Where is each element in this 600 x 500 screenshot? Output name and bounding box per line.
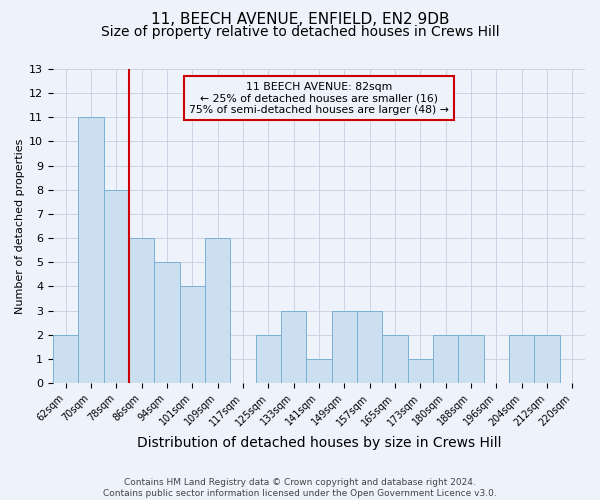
Bar [205,238,230,383]
Bar [433,334,458,383]
Bar [332,310,357,383]
Bar [281,310,307,383]
Bar [509,334,535,383]
Bar [104,190,129,383]
Y-axis label: Number of detached properties: Number of detached properties [15,138,25,314]
Bar [53,334,79,383]
Bar [307,359,332,383]
Text: Contains HM Land Registry data © Crown copyright and database right 2024.
Contai: Contains HM Land Registry data © Crown c… [103,478,497,498]
Text: 11 BEECH AVENUE: 82sqm
← 25% of detached houses are smaller (16)
75% of semi-det: 11 BEECH AVENUE: 82sqm ← 25% of detached… [189,82,449,115]
Bar [79,118,104,383]
Bar [458,334,484,383]
Bar [535,334,560,383]
Bar [129,238,154,383]
Bar [357,310,382,383]
Bar [407,359,433,383]
Text: Size of property relative to detached houses in Crews Hill: Size of property relative to detached ho… [101,25,499,39]
X-axis label: Distribution of detached houses by size in Crews Hill: Distribution of detached houses by size … [137,436,501,450]
Bar [154,262,179,383]
Bar [382,334,407,383]
Bar [256,334,281,383]
Bar [179,286,205,383]
Text: 11, BEECH AVENUE, ENFIELD, EN2 9DB: 11, BEECH AVENUE, ENFIELD, EN2 9DB [151,12,449,28]
